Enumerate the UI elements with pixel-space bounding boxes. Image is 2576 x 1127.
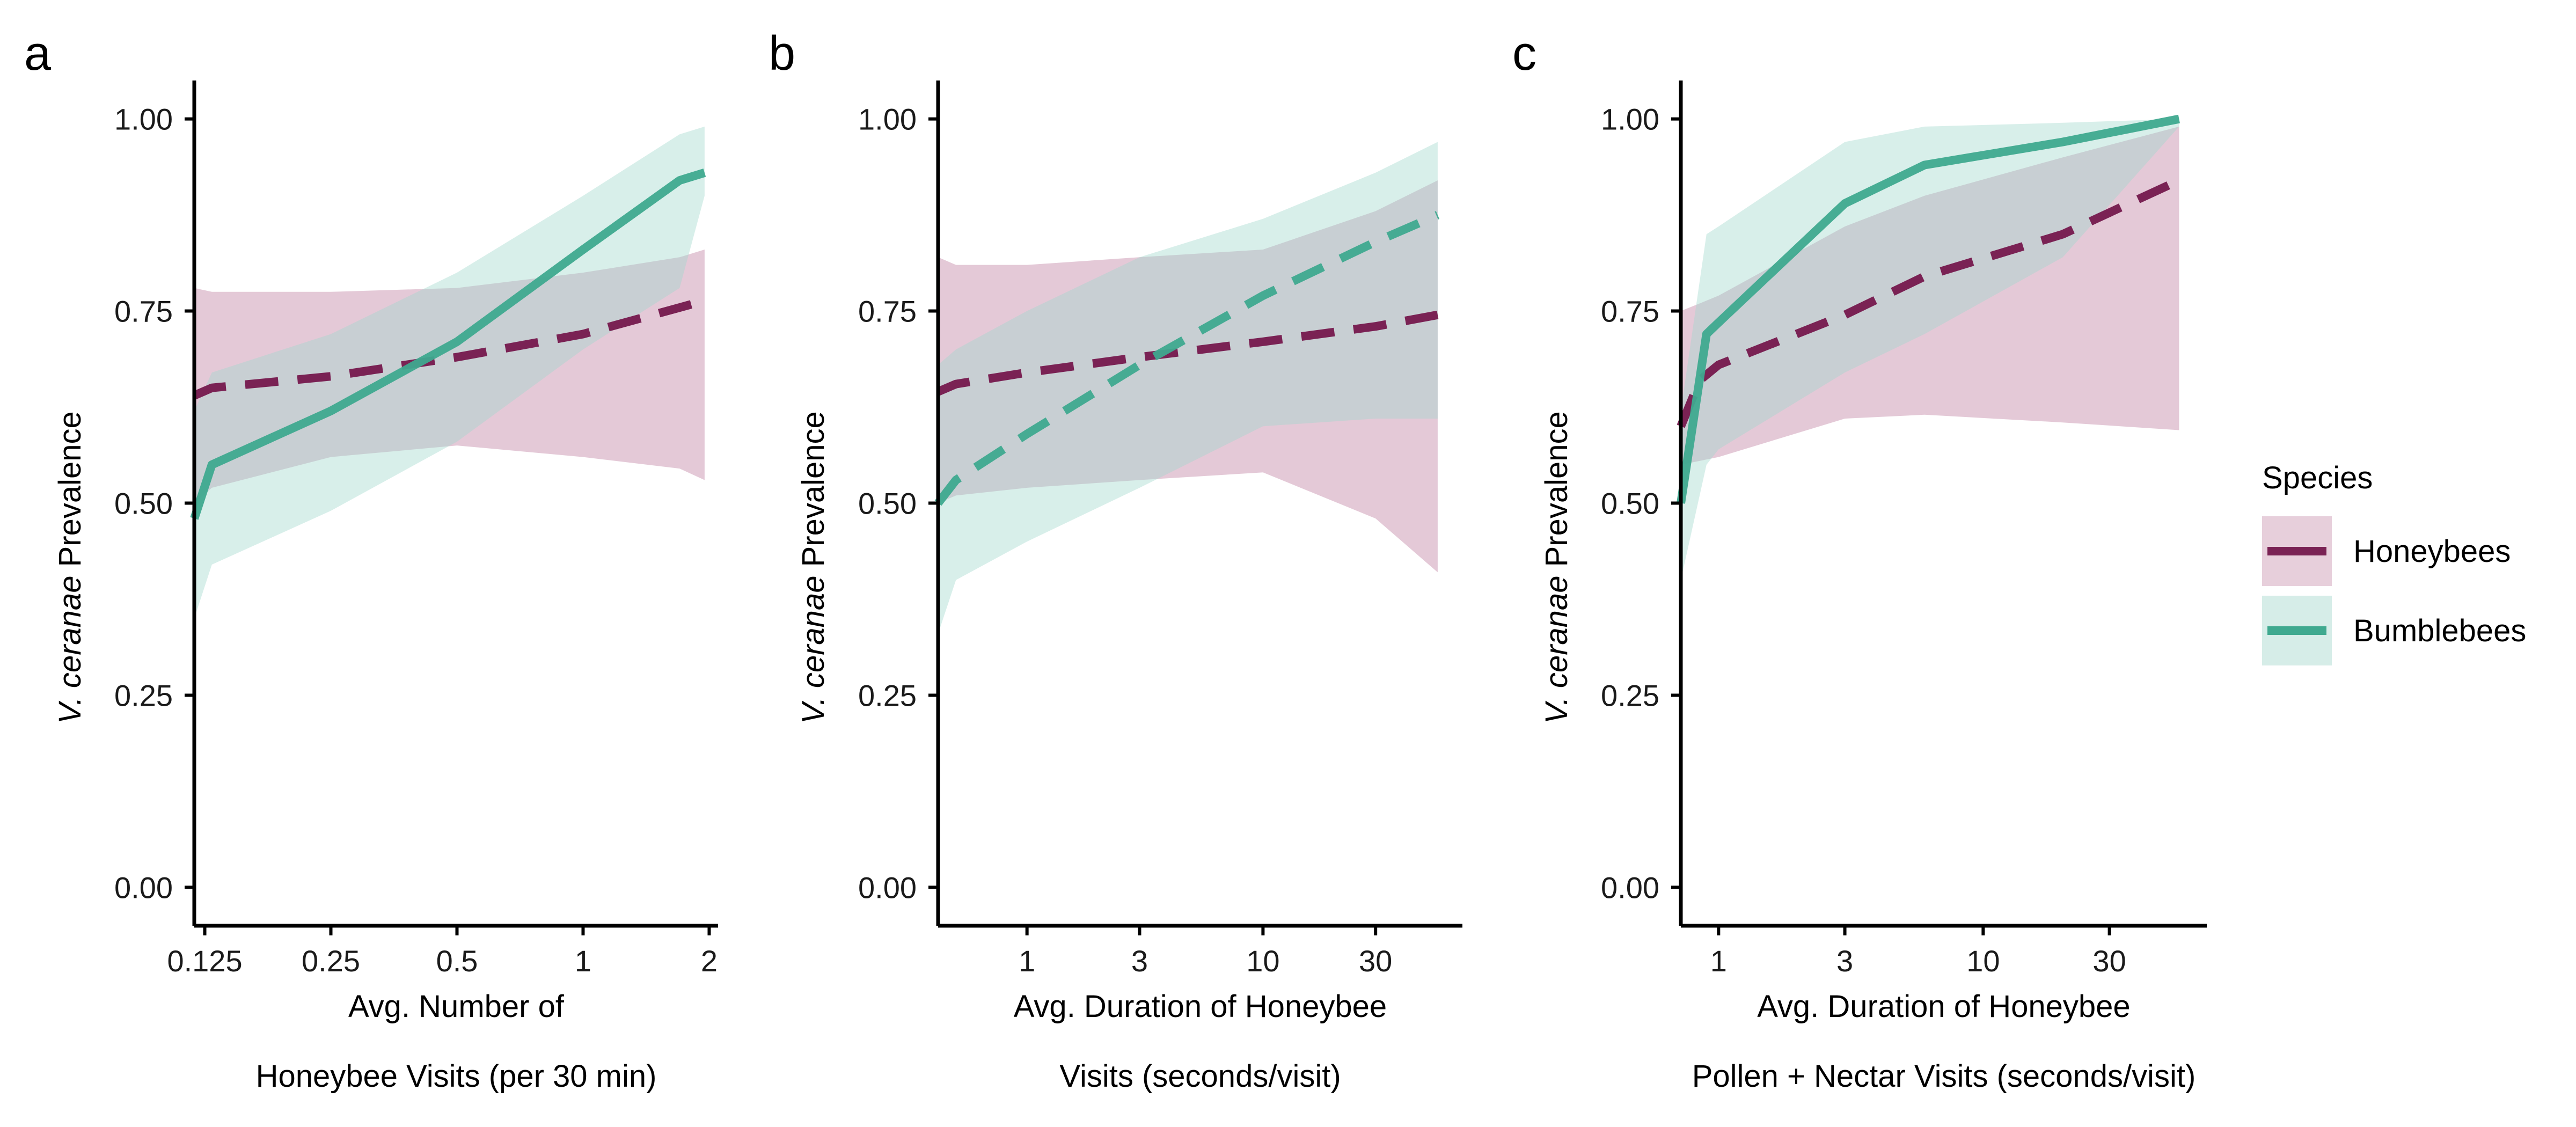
y-axis-title-b: V. ceranae Prevalence [796,411,831,724]
x-tick-label-a-3: 1 [575,944,591,978]
y-tick-label-b-0: 0.00 [858,870,917,904]
y-tick-label-c-1: 0.25 [1601,678,1659,712]
legend-title: Species [2262,460,2373,495]
ribbon-bumblebees-b [938,142,1438,634]
y-axis-title-species-c: V. ceranae [1539,567,1574,723]
y-axis-title-measure-b: Prevalence [796,411,831,567]
ribbon-honeybees-b [938,180,1438,573]
y-axis-title-species-a: V. ceranae [53,567,87,723]
y-tick-label-b-3: 0.75 [858,295,917,328]
line-bumblebees-a [190,169,706,520]
y-tick-label-a-4: 1.00 [114,103,173,136]
x-tick-label-c-1: 3 [1836,944,1853,978]
x-axis-title-a-line-0: Avg. Number of [348,989,565,1024]
y-axis-title-measure-c: Prevalence [1539,411,1574,567]
x-tick-label-c-0: 1 [1710,944,1727,978]
x-tick-label-b-2: 10 [1246,944,1279,978]
panel-b: 0.00 0.25 0.50 0.75 1.00 1 3 10 30 Avg. Duration … [769,27,1462,1094]
panels: 0.00 0.25 0.50 0.75 1.00 0.125 0.25 0.5 1 2 Avg. N… [24,27,2207,1094]
ribbon-honeybees-c [1681,126,2179,465]
y-axis-title-measure-a: Prevalence [53,411,87,567]
line-honeybees-c [1677,176,2181,428]
x-tick-label-b-0: 1 [1019,944,1035,978]
y-tick-label-c-0: 0.00 [1601,870,1659,904]
y-tick-label-b-4: 1.00 [858,103,917,136]
line-bumblebees-b [934,211,1440,506]
y-axis-title-species-b: V. ceranae [796,567,831,723]
x-tick-label-c-2: 10 [1966,944,2000,978]
panel-a: 0.00 0.25 0.50 0.75 1.00 0.125 0.25 0.5 1 2 Avg. N… [24,27,718,1094]
y-tick-label-c-2: 0.50 [1601,487,1659,521]
x-axis-title-c-line-1: Pollen + Nectar Visits (seconds/visit) [1692,1059,2196,1094]
legend-label-bumblebees: Bumblebees [2353,613,2526,648]
y-tick-label-a-2: 0.50 [114,487,173,521]
y-tick-label-a-1: 0.25 [114,678,173,712]
x-axis-title-a-line-1: Honeybee Visits (per 30 min) [256,1059,657,1094]
x-tick-label-c-3: 30 [2092,944,2126,978]
x-axis-title-b-line-0: Avg. Duration of Honeybee [1014,989,1387,1024]
x-tick-label-a-1: 0.25 [302,944,360,978]
panel-letter-a: a [24,27,52,80]
line-honeybees-b [936,310,1439,396]
legend: Species Honeybees Bumblebees [2262,460,2526,665]
y-tick-label-b-1: 0.25 [858,678,917,712]
y-tick-label-c-3: 0.75 [1601,295,1659,328]
y-axis-title-c: V. ceranae Prevalence [1539,411,1574,724]
line-bumblebees-c [1677,114,2180,504]
legend-label-honeybees: Honeybees [2353,534,2511,569]
panel-letter-c: c [1512,27,1536,80]
y-tick-label-a-3: 0.75 [114,295,173,328]
panel-c: 0.00 0.25 0.50 0.75 1.00 1 3 10 30 Avg. Duration … [1512,27,2207,1094]
ribbon-honeybees-a [194,250,705,503]
panel-letter-b: b [769,27,795,80]
x-tick-label-b-1: 3 [1131,944,1148,978]
y-tick-label-c-4: 1.00 [1601,103,1659,136]
line-honeybees-a [192,299,697,400]
y-tick-label-a-0: 0.00 [114,870,173,904]
x-axis-title-c-line-0: Avg. Duration of Honeybee [1757,989,2130,1024]
x-tick-label-a-0: 0.125 [167,944,242,978]
y-axis-title-a: V. ceranae Prevalence [53,411,87,724]
y-tick-label-b-2: 0.50 [858,487,917,521]
x-tick-label-a-2: 0.5 [436,944,478,978]
x-axis-title-b-line-1: Visits (seconds/visit) [1059,1059,1341,1094]
x-tick-label-b-3: 30 [1359,944,1392,978]
x-tick-label-a-4: 2 [701,944,718,978]
